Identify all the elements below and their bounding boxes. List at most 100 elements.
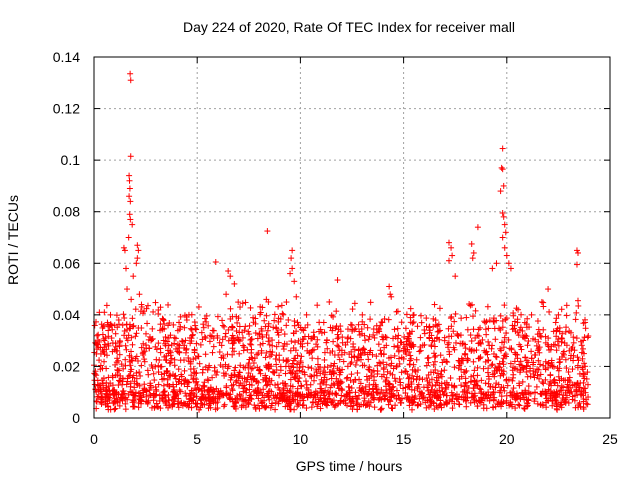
data-point: [263, 331, 270, 338]
data-point: [97, 362, 104, 369]
x-tick-label: 20: [499, 431, 515, 447]
data-point: [553, 315, 560, 322]
data-point: [574, 380, 581, 387]
data-point: [564, 381, 571, 388]
data-point: [174, 400, 181, 407]
data-point: [493, 367, 500, 374]
data-point: [246, 356, 253, 363]
data-point: [448, 244, 455, 251]
data-point: [511, 325, 518, 332]
data-point: [455, 396, 462, 403]
data-point: [242, 385, 249, 392]
data-point: [352, 325, 359, 332]
data-point: [500, 384, 507, 391]
data-point: [490, 396, 497, 403]
data-point: [129, 399, 136, 406]
data-point: [580, 398, 587, 405]
data-point: [135, 247, 142, 254]
data-point: [373, 353, 380, 360]
data-point: [431, 406, 438, 413]
data-point: [364, 391, 371, 398]
data-point: [534, 347, 541, 354]
data-point: [265, 298, 272, 305]
data-point: [294, 319, 301, 326]
data-point: [493, 380, 500, 387]
data-point: [116, 377, 123, 384]
data-point: [193, 403, 200, 410]
data-point: [462, 369, 469, 376]
data-point: [171, 386, 178, 393]
data-point: [451, 364, 458, 371]
data-point: [446, 239, 453, 246]
data-point: [102, 334, 109, 341]
data-point: [291, 322, 298, 329]
data-point: [414, 323, 421, 330]
data-point: [216, 348, 223, 355]
data-point: [571, 397, 578, 404]
data-point: [432, 352, 439, 359]
data-point: [288, 255, 295, 262]
data-point: [334, 335, 341, 342]
data-point: [528, 311, 535, 318]
data-point: [333, 375, 340, 382]
data-point: [499, 400, 506, 407]
data-point: [238, 404, 245, 411]
data-point: [486, 317, 493, 324]
data-point: [171, 389, 178, 396]
data-point: [467, 302, 474, 309]
data-point: [512, 405, 519, 412]
data-point: [304, 321, 311, 328]
data-point: [497, 372, 504, 379]
data-point: [201, 386, 208, 393]
data-point: [500, 355, 507, 362]
data-point: [181, 342, 188, 349]
data-point: [495, 398, 502, 405]
data-point: [542, 388, 549, 395]
data-point: [334, 277, 341, 284]
data-point: [245, 360, 252, 367]
data-point: [339, 387, 346, 394]
data-point: [199, 394, 206, 401]
data-point: [525, 338, 532, 345]
data-point: [411, 387, 418, 394]
data-point: [546, 308, 553, 315]
data-point: [177, 313, 184, 320]
data-point: [542, 389, 549, 396]
data-point: [348, 371, 355, 378]
data-point: [499, 324, 506, 331]
data-point: [553, 405, 560, 412]
data-point: [337, 369, 344, 376]
data-point: [560, 384, 567, 391]
data-point: [235, 315, 242, 322]
data-point: [517, 367, 524, 374]
data-point: [445, 325, 452, 332]
data-point: [558, 401, 565, 408]
data-point: [200, 324, 207, 331]
data-point: [498, 339, 505, 346]
data-point: [445, 339, 452, 346]
data-point: [474, 382, 481, 389]
data-point: [347, 321, 354, 328]
data-point: [524, 373, 531, 380]
data-point: [272, 382, 279, 389]
data-point: [523, 357, 530, 364]
data-point: [434, 323, 441, 330]
data-point: [427, 397, 434, 404]
data-point: [391, 375, 398, 382]
data-point: [517, 358, 524, 365]
data-point: [112, 405, 119, 412]
data-point: [220, 403, 227, 410]
data-point: [196, 360, 203, 367]
data-point: [268, 363, 275, 370]
data-point: [338, 347, 345, 354]
data-point: [311, 377, 318, 384]
data-point: [176, 319, 183, 326]
data-point: [488, 362, 495, 369]
data-point: [480, 405, 487, 412]
data-point: [458, 382, 465, 389]
data-point: [452, 310, 459, 317]
data-point: [273, 352, 280, 359]
data-point: [436, 387, 443, 394]
data-point: [251, 355, 258, 362]
data-point: [202, 335, 209, 342]
